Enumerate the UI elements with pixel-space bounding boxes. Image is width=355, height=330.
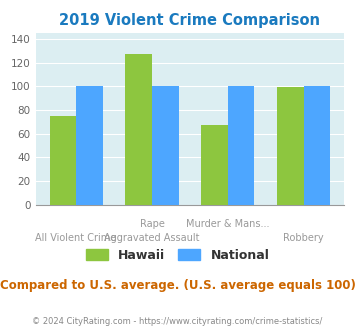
Bar (201, 125, 228, 205)
Text: Compared to U.S. average. (U.S. average equals 100): Compared to U.S. average. (U.S. average … (0, 279, 355, 292)
Text: © 2024 CityRating.com - https://www.cityrating.com/crime-statistics/: © 2024 CityRating.com - https://www.city… (32, 317, 323, 326)
Legend: Hawaii, National: Hawaii, National (86, 249, 269, 262)
Title: 2019 Violent Crime Comparison: 2019 Violent Crime Comparison (59, 13, 321, 28)
Bar (277, 87, 304, 205)
Bar (304, 86, 330, 205)
Text: Murder & Mans...: Murder & Mans... (186, 219, 269, 229)
Bar (76, 86, 103, 205)
Bar (152, 86, 179, 205)
Bar (50, 116, 76, 205)
Text: All Violent Crime: All Violent Crime (36, 233, 117, 243)
Bar (125, 54, 152, 205)
Text: Rape: Rape (140, 219, 164, 229)
Text: Aggravated Assault: Aggravated Assault (104, 233, 200, 243)
Bar (228, 86, 255, 205)
Text: Robbery: Robbery (283, 233, 324, 243)
